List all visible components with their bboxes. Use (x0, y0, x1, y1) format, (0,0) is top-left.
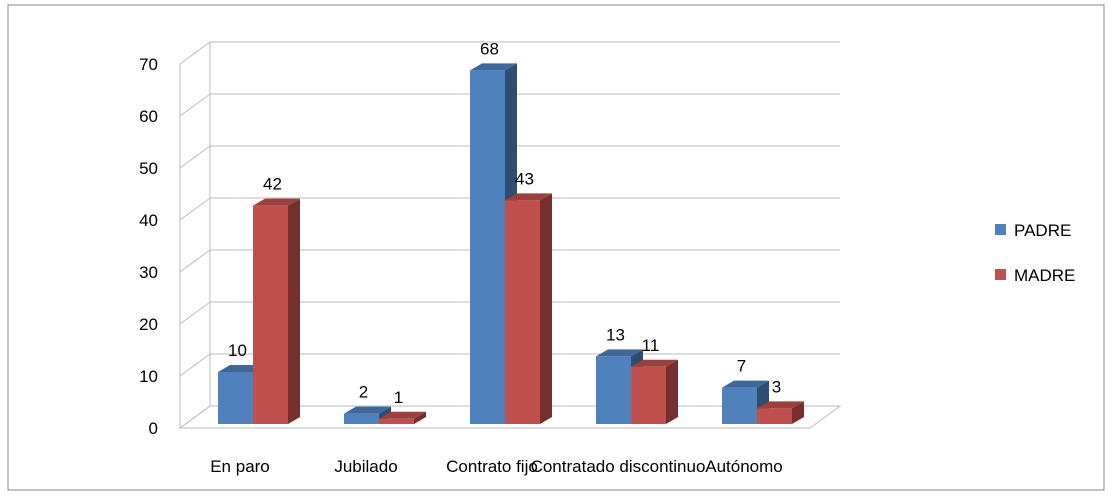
bar-face (344, 406, 391, 414)
bar-face (757, 401, 804, 409)
y-tick-label: 70 (139, 55, 158, 74)
grid-line (179, 197, 840, 221)
value-label: 3 (772, 377, 781, 396)
bar-face (379, 418, 414, 424)
y-tick-label: 30 (139, 263, 158, 282)
grid-line (179, 301, 840, 325)
legend-swatch (995, 269, 1006, 280)
value-label: 13 (606, 325, 625, 344)
value-label: 1 (394, 388, 403, 407)
bar-face (631, 359, 678, 367)
bar-face (666, 359, 678, 424)
y-tick-label: 0 (149, 419, 158, 438)
bar-face (631, 366, 666, 424)
grid-line (179, 93, 840, 117)
y-tick-label: 50 (139, 159, 158, 178)
bar-face (470, 70, 505, 425)
value-label: 7 (737, 357, 746, 376)
value-label: 2 (359, 383, 368, 402)
bar-face (540, 193, 552, 424)
y-tick-label: 10 (139, 367, 158, 386)
bar-face (792, 401, 804, 424)
bar-face (253, 198, 300, 206)
bar-face (722, 380, 769, 388)
bar (757, 401, 804, 424)
bar (631, 359, 678, 424)
y-tick-label: 40 (139, 211, 158, 230)
bar-face (288, 198, 300, 424)
bar-face (505, 200, 540, 424)
bar-face (722, 387, 757, 424)
bar-face (414, 411, 426, 424)
bar-face (379, 411, 426, 419)
y-tick-label: 60 (139, 107, 158, 126)
bar-face (757, 408, 792, 424)
bar-face (344, 413, 379, 424)
bar-face (505, 193, 552, 201)
grid-line (179, 145, 840, 169)
x-tick-label: Contrato fijo (446, 457, 538, 476)
x-tick-label: Autónomo (705, 457, 783, 476)
value-label: 68 (480, 39, 499, 58)
bar-face (218, 372, 253, 424)
value-label: 11 (642, 336, 660, 355)
legend-label: PADRE (1014, 221, 1071, 240)
bar-face (470, 63, 517, 71)
bar-face (596, 349, 643, 357)
value-label: 42 (263, 175, 282, 194)
grid-line (179, 249, 840, 273)
bar (505, 193, 552, 424)
x-tick-label: Jubilado (334, 457, 397, 476)
y-tick-label: 20 (139, 315, 158, 334)
bar-face (253, 205, 288, 424)
legend-swatch (995, 224, 1006, 235)
value-label: 43 (515, 169, 534, 188)
x-tick-label: Contratado discontinuo (531, 457, 706, 476)
bar (344, 406, 391, 424)
bar (253, 198, 300, 424)
grid-line (179, 41, 840, 65)
bar-face (596, 356, 631, 424)
x-tick-label: En paro (210, 457, 270, 476)
legend-label: MADRE (1014, 266, 1075, 285)
bar (379, 411, 426, 424)
value-label: 10 (228, 341, 247, 360)
chart-frame (7, 4, 1105, 491)
